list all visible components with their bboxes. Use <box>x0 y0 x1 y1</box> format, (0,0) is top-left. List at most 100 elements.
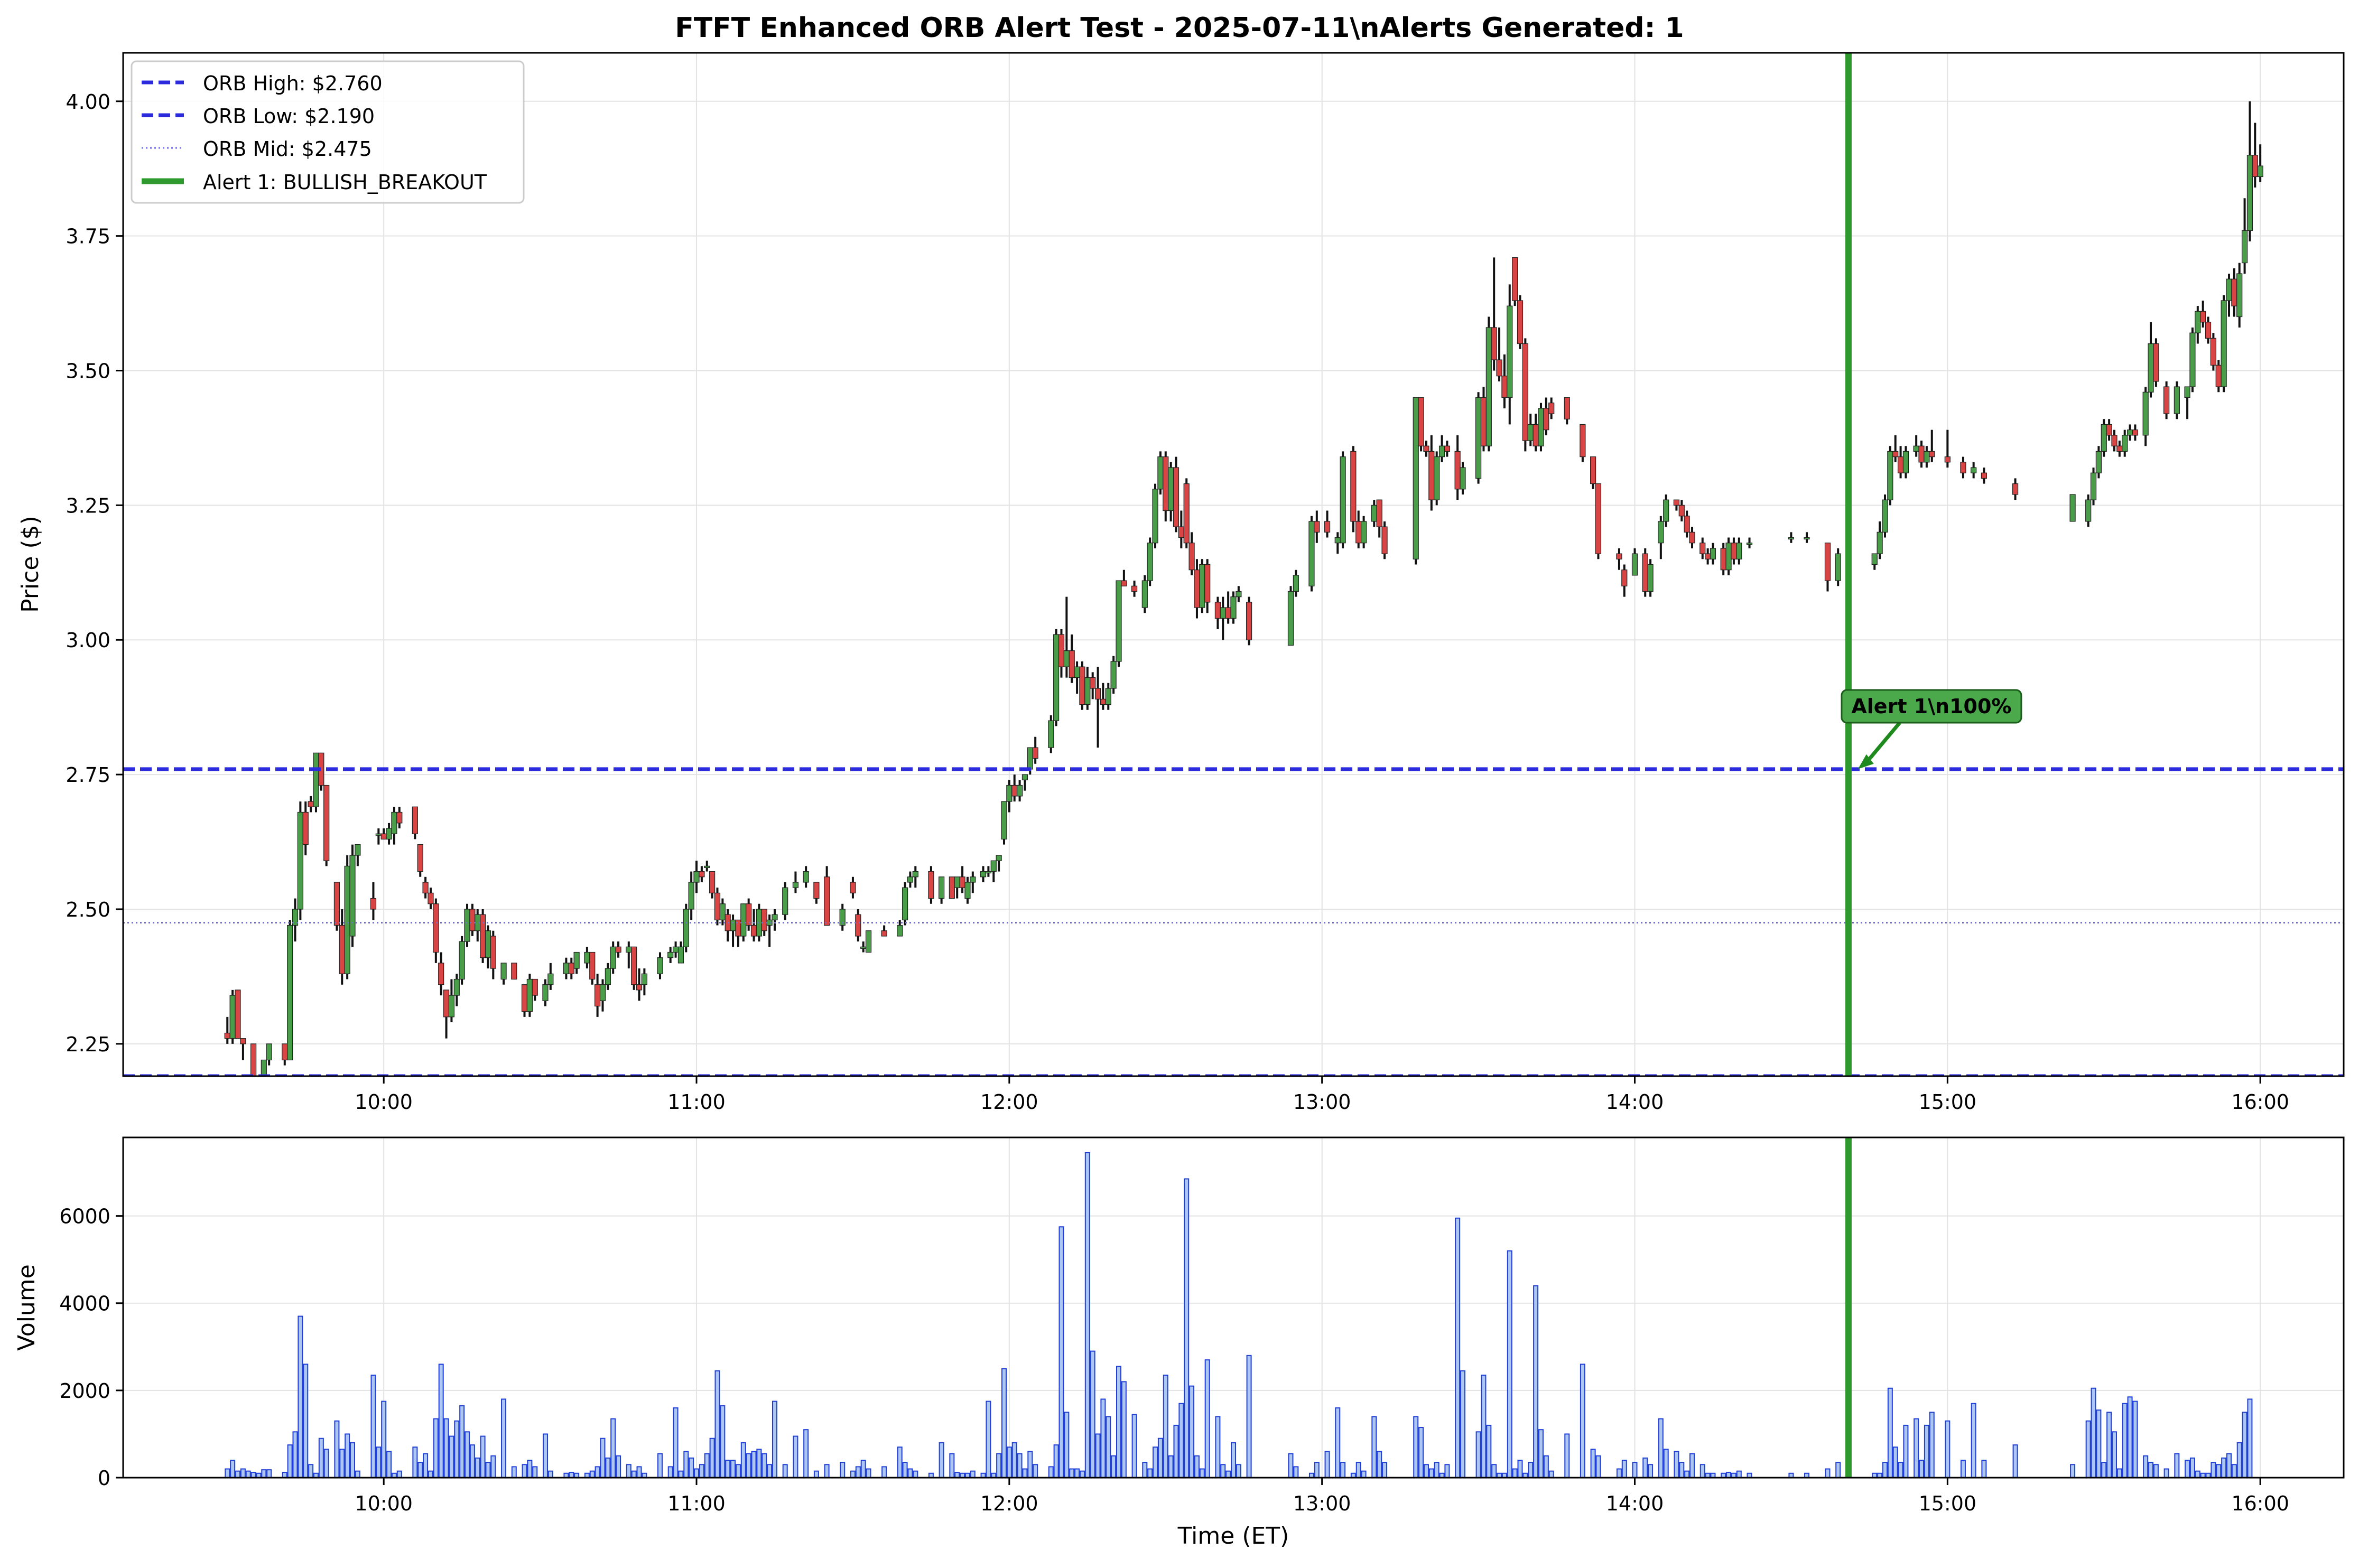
candle <box>1308 516 1315 592</box>
candle-body-up <box>897 925 903 937</box>
candle <box>855 909 861 942</box>
volume-bar <box>475 1457 480 1478</box>
candle-body-up <box>1913 445 1919 452</box>
volume-bar <box>1189 1385 1195 1478</box>
candle <box>1887 446 1893 506</box>
volume-bar <box>1308 1472 1314 1478</box>
candle-body-down <box>2200 311 2206 323</box>
candle-body-down <box>1225 607 1231 619</box>
volume-axes-frame <box>122 1136 2345 1479</box>
candle <box>1413 397 1419 565</box>
volume-bar <box>1335 1407 1341 1478</box>
candle-body-up <box>996 855 1002 861</box>
volume-bar <box>2189 1457 2195 1478</box>
volume-bar <box>1027 1451 1033 1478</box>
candle-body-down <box>1454 451 1461 490</box>
candle-body-down <box>240 1038 246 1044</box>
candle <box>1434 451 1440 506</box>
candle-body-down <box>959 876 965 888</box>
candle-body-up <box>1074 666 1080 678</box>
price-plot-area <box>123 53 2344 1076</box>
candle-body-up <box>1220 607 1226 619</box>
candle-body-up <box>1663 499 1669 522</box>
volume-bar <box>991 1472 997 1478</box>
volume-bar <box>1236 1464 1241 1478</box>
candle <box>573 951 580 974</box>
volume-bar <box>740 1442 746 1478</box>
candle <box>448 979 455 1023</box>
candle-body-up <box>1006 785 1013 802</box>
candle <box>2142 387 2149 446</box>
legend-label-alert: Alert 1: BULLISH_BREAKOUT <box>203 171 487 194</box>
candle-body-up <box>964 882 971 899</box>
volume-bar <box>1413 1416 1419 1478</box>
candle-body-up <box>1475 397 1482 479</box>
price-y-tick-label: 2.25 <box>66 1033 110 1056</box>
volume-bar <box>616 1455 621 1478</box>
candle-body-down <box>1944 456 1951 463</box>
volume-bar <box>1882 1462 1888 1478</box>
candle <box>610 941 616 974</box>
volume-bar <box>225 1468 230 1478</box>
candle <box>1314 510 1320 543</box>
volume-bar <box>1460 1370 1466 1478</box>
volume-bar <box>860 1459 866 1478</box>
candle-body-down <box>1731 543 1737 559</box>
candle <box>297 801 303 920</box>
volume-bar <box>1538 1429 1544 1478</box>
volume-bar <box>1121 1381 1127 1478</box>
price-x-tick-label: 10:00 <box>355 1090 413 1114</box>
candle-body-down <box>699 871 705 878</box>
candle-body-up <box>860 946 867 949</box>
volume-bar <box>714 1370 720 1478</box>
volume-bar <box>605 1457 611 1478</box>
volume-bar <box>939 1442 944 1478</box>
candle-body-down <box>1173 467 1180 527</box>
candle-body-down <box>1595 483 1602 554</box>
candle <box>1188 532 1195 575</box>
volume-bar <box>1481 1374 1487 1478</box>
volume-bar <box>2163 1468 2169 1478</box>
volume-bar <box>542 1433 548 1478</box>
candle-body-up <box>1157 456 1164 490</box>
volume-bar <box>350 1442 356 1478</box>
candle-body-down <box>1194 570 1200 608</box>
candle-body-up <box>1871 553 1878 565</box>
candle <box>1595 483 1602 559</box>
candle-body-down <box>824 876 830 926</box>
price-y-tick-label: 2.75 <box>66 763 110 787</box>
candle <box>949 876 955 899</box>
candle-body-down <box>323 785 330 861</box>
candle <box>803 866 809 888</box>
candle <box>1548 397 1555 419</box>
volume-bar <box>767 1464 773 1478</box>
candle <box>1689 527 1695 548</box>
candle <box>1902 446 1909 479</box>
volume-bar <box>2132 1401 2138 1478</box>
volume-bar <box>673 1407 679 1478</box>
candle-body-down <box>1480 397 1487 446</box>
candle-body-up <box>1147 543 1153 581</box>
volume-bar <box>631 1470 637 1478</box>
candle <box>839 903 846 931</box>
candle-body-up <box>683 909 689 947</box>
candle <box>1835 548 1841 586</box>
candle-body-down <box>1131 585 1138 592</box>
volume-bar <box>313 1472 319 1478</box>
candle-body-up <box>1788 537 1795 540</box>
candle-body-down <box>928 871 934 899</box>
candle <box>1485 316 1492 452</box>
candle-body-up <box>1882 499 1888 533</box>
candle <box>964 876 971 904</box>
candle <box>1944 430 1951 468</box>
volume-bar <box>345 1433 350 1478</box>
candle-body-up <box>464 909 470 942</box>
candle <box>1016 780 1023 802</box>
candle-body-up <box>1141 580 1148 608</box>
volume-bar <box>1439 1472 1445 1478</box>
candle-body-up <box>907 876 914 883</box>
candle-body-up <box>355 844 361 856</box>
price-x-tick-label: 13:00 <box>1293 1090 1351 1114</box>
candle-body-up <box>1902 451 1909 473</box>
